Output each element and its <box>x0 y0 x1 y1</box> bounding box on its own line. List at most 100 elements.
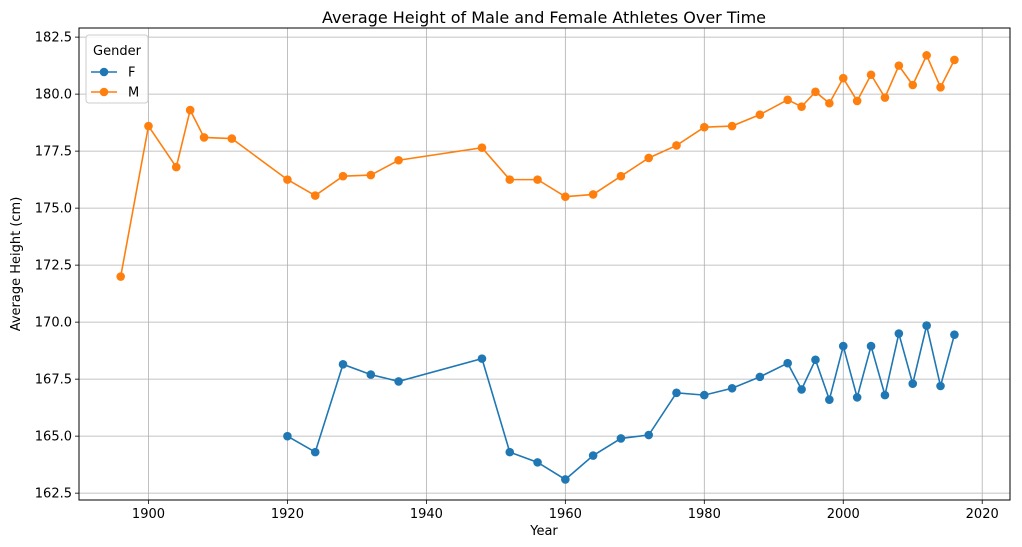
data-point <box>644 153 654 163</box>
data-point <box>699 122 709 132</box>
data-point <box>616 171 626 181</box>
data-point <box>894 329 904 338</box>
series-f <box>283 321 959 484</box>
x-axis-ticks: 1900 1920 1940 1960 1980 2000 2020 <box>132 500 999 522</box>
x-tick-label: 1920 <box>271 507 304 522</box>
data-point <box>310 191 320 200</box>
data-point <box>755 110 765 119</box>
data-point <box>783 95 792 105</box>
data-point <box>866 70 876 80</box>
y-tick-label: 177.5 <box>35 145 72 160</box>
data-point <box>825 395 834 404</box>
data-point <box>227 134 237 143</box>
data-point <box>116 272 125 281</box>
data-point <box>533 458 542 467</box>
data-point <box>171 162 181 172</box>
data-point <box>144 121 153 131</box>
data-point <box>283 175 292 184</box>
data-point <box>699 390 709 400</box>
y-tick-label: 165.0 <box>35 430 72 445</box>
data-point <box>283 431 292 441</box>
data-point <box>672 388 681 398</box>
data-point <box>852 393 862 402</box>
data-point <box>797 102 806 111</box>
series-line <box>119 53 956 277</box>
y-axis-ticks: 162.5 165.0 167.5 170.0 172.5 175.0 177.5 180.0… <box>35 31 79 502</box>
x-tick-label: 1900 <box>132 507 165 522</box>
y-tick-label: 167.5 <box>35 373 72 388</box>
data-point <box>783 358 792 368</box>
data-point <box>797 385 806 394</box>
data-point <box>588 190 598 199</box>
y-tick-label: 180.0 <box>35 88 72 103</box>
data-point <box>922 321 931 330</box>
data-point <box>755 372 765 382</box>
data-point <box>533 175 542 184</box>
x-tick-label: 1960 <box>549 507 582 522</box>
grid-lines <box>79 28 1010 500</box>
data-point <box>866 341 876 351</box>
legend-box <box>85 34 149 104</box>
data-point <box>908 80 918 90</box>
data-point <box>366 170 376 180</box>
data-point <box>477 354 487 363</box>
data-point <box>505 175 515 184</box>
data-point <box>908 379 918 389</box>
data-point <box>727 383 737 393</box>
data-point <box>394 377 403 386</box>
data-point <box>366 370 376 379</box>
legend: Gender FM <box>85 34 149 104</box>
data-point <box>880 390 890 400</box>
plot-series <box>116 51 959 484</box>
data-point <box>199 133 209 142</box>
data-point <box>950 330 959 339</box>
x-tick-label: 2020 <box>966 507 999 522</box>
x-axis-label: Year <box>529 524 558 539</box>
data-point <box>894 61 904 70</box>
data-point <box>825 98 834 108</box>
series-line <box>287 325 956 481</box>
data-point <box>505 447 515 457</box>
data-point <box>477 143 487 153</box>
data-point <box>838 73 848 83</box>
legend-marker <box>99 67 109 77</box>
data-point <box>880 93 890 102</box>
y-axis-label: Average Height (cm) <box>9 197 24 332</box>
y-tick-label: 162.5 <box>35 487 72 502</box>
data-point <box>588 451 598 460</box>
data-point <box>310 447 320 457</box>
data-point <box>852 96 862 106</box>
y-tick-label: 175.0 <box>35 202 72 217</box>
legend-label: M <box>128 86 139 101</box>
data-point <box>936 82 945 92</box>
data-point <box>394 155 403 165</box>
legend-marker <box>99 87 109 97</box>
data-point <box>922 51 931 60</box>
y-tick-label: 172.5 <box>35 259 72 274</box>
x-tick-label: 1940 <box>410 507 443 522</box>
x-tick-label: 2000 <box>827 507 860 522</box>
data-point <box>561 475 570 484</box>
legend-label: F <box>128 66 135 81</box>
chart-title: Average Height of Male and Female Athlet… <box>322 8 766 27</box>
data-point <box>811 87 820 97</box>
data-point <box>950 55 959 65</box>
data-point <box>811 355 820 365</box>
data-point <box>936 381 945 391</box>
x-tick-label: 1980 <box>688 507 721 522</box>
y-tick-label: 182.5 <box>35 31 72 46</box>
plot-frame <box>78 27 1011 501</box>
data-point <box>727 121 737 131</box>
data-point <box>185 105 195 115</box>
data-point <box>838 341 848 351</box>
data-point <box>616 434 626 443</box>
data-point <box>338 360 348 369</box>
data-point <box>644 430 654 440</box>
data-point <box>672 141 681 150</box>
data-point <box>338 171 348 181</box>
legend-item-f: F <box>91 66 135 81</box>
legend-item-m: M <box>91 86 139 101</box>
y-tick-label: 170.0 <box>35 316 72 331</box>
legend-title: Gender <box>93 44 142 59</box>
series-m <box>116 51 959 281</box>
